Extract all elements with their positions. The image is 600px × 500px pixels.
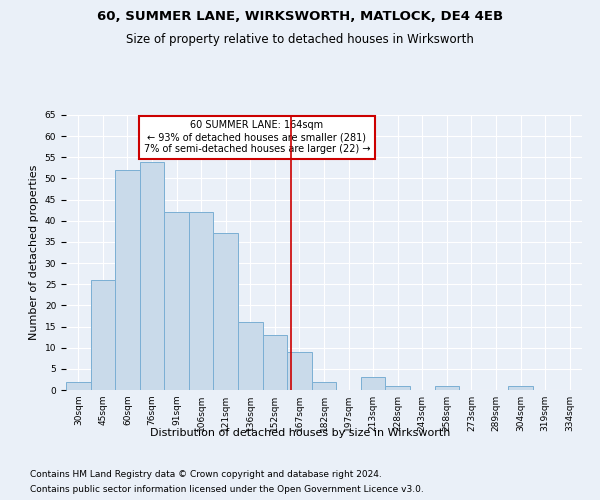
Bar (214, 234, 238, 390)
Text: Distribution of detached houses by size in Wirksworth: Distribution of detached houses by size … (150, 428, 450, 438)
Text: Contains HM Land Registry data © Crown copyright and database right 2024.: Contains HM Land Registry data © Crown c… (30, 470, 382, 479)
Bar (115, 170, 140, 390)
Bar (238, 322, 263, 390)
Text: 60, SUMMER LANE, WIRKSWORTH, MATLOCK, DE4 4EB: 60, SUMMER LANE, WIRKSWORTH, MATLOCK, DE… (97, 10, 503, 23)
Text: Contains public sector information licensed under the Open Government Licence v3: Contains public sector information licen… (30, 485, 424, 494)
Bar (164, 212, 189, 390)
Bar (91, 280, 115, 390)
Bar (140, 162, 164, 390)
Text: 60 SUMMER LANE: 164sqm
← 93% of detached houses are smaller (281)
7% of semi-det: 60 SUMMER LANE: 164sqm ← 93% of detached… (143, 120, 370, 154)
Bar (312, 382, 336, 390)
Bar (287, 352, 312, 390)
Bar (66, 382, 91, 390)
Bar (385, 386, 410, 390)
Bar (434, 386, 459, 390)
Bar (263, 335, 287, 390)
Text: Size of property relative to detached houses in Wirksworth: Size of property relative to detached ho… (126, 32, 474, 46)
Bar (361, 378, 385, 390)
Bar (189, 212, 214, 390)
Bar (508, 386, 533, 390)
Y-axis label: Number of detached properties: Number of detached properties (29, 165, 39, 340)
